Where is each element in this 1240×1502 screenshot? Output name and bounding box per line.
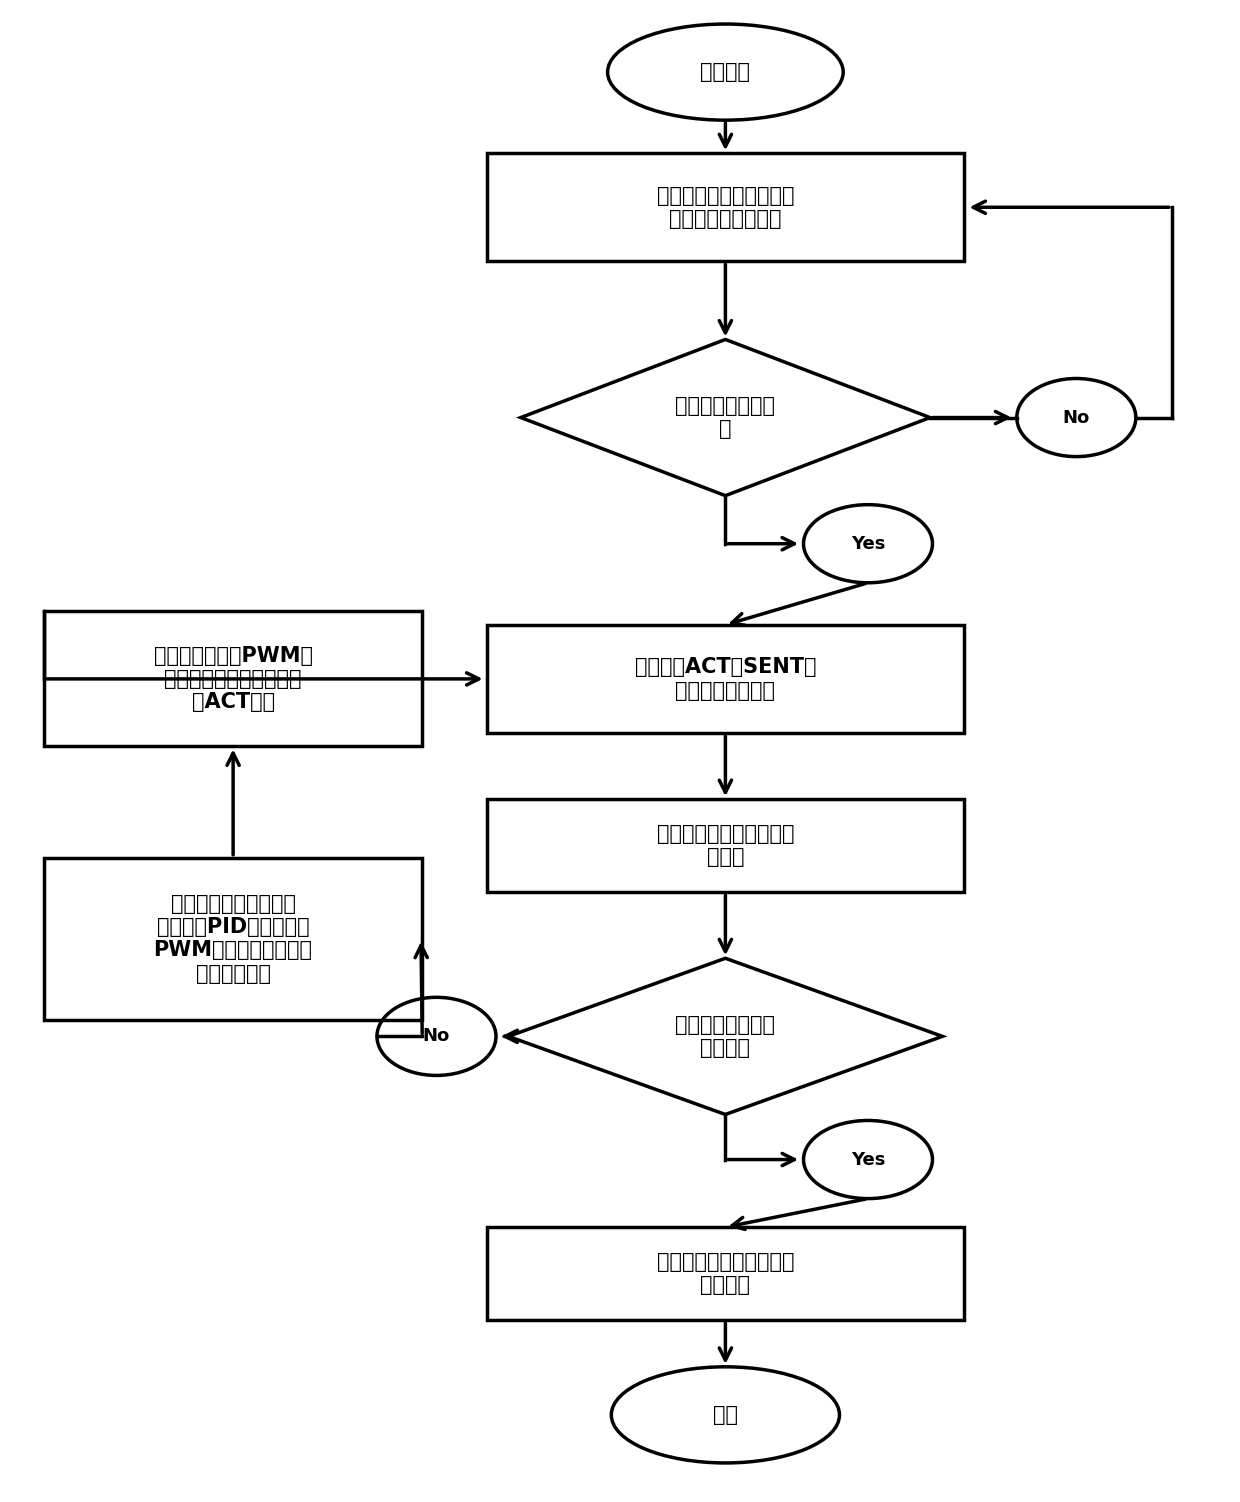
Bar	[45, 611, 422, 746]
Text: No: No	[1063, 409, 1090, 427]
Text: 开始测试: 开始测试	[701, 62, 750, 83]
Text: 通过串口告知上位机目标
己经到位: 通过串口告知上位机目标 己经到位	[657, 1253, 794, 1295]
Text: 根据偏差大小和偏差方
向，以及PID参数，算出
PWM控制脉冲，输出给
脉冲换向单元: 根据偏差大小和偏差方 向，以及PID参数，算出 PWM控制脉冲，输出给 脉冲换向…	[154, 894, 312, 984]
Text: No: No	[423, 1027, 450, 1045]
Text: 上位机下传启动信
号: 上位机下传启动信 号	[676, 397, 775, 439]
Bar	[486, 1227, 965, 1320]
Bar	[45, 858, 422, 1020]
Bar	[486, 153, 965, 261]
Text: 脉冲换向单元受PWM脉
冲控制斩波输出，驱动电
动ACT移动: 脉冲换向单元受PWM脉 冲控制斩波输出，驱动电 动ACT移动	[154, 646, 312, 712]
Bar	[486, 799, 965, 892]
Text: 上位机单元下传目标位置
参数给采集运算单元: 上位机单元下传目标位置 参数给采集运算单元	[657, 186, 794, 228]
Text: 解析电动ACT的SENT信
息得到当前位置值: 解析电动ACT的SENT信 息得到当前位置值	[635, 658, 816, 700]
Text: 计算当前位置和目标位置
的偏差: 计算当前位置和目标位置 的偏差	[657, 825, 794, 867]
Text: Yes: Yes	[851, 535, 885, 553]
Text: 结束: 结束	[713, 1404, 738, 1425]
Bar	[486, 625, 965, 733]
Text: 判断偏差是否在要
求偏差内: 判断偏差是否在要 求偏差内	[676, 1015, 775, 1057]
Text: Yes: Yes	[851, 1151, 885, 1169]
